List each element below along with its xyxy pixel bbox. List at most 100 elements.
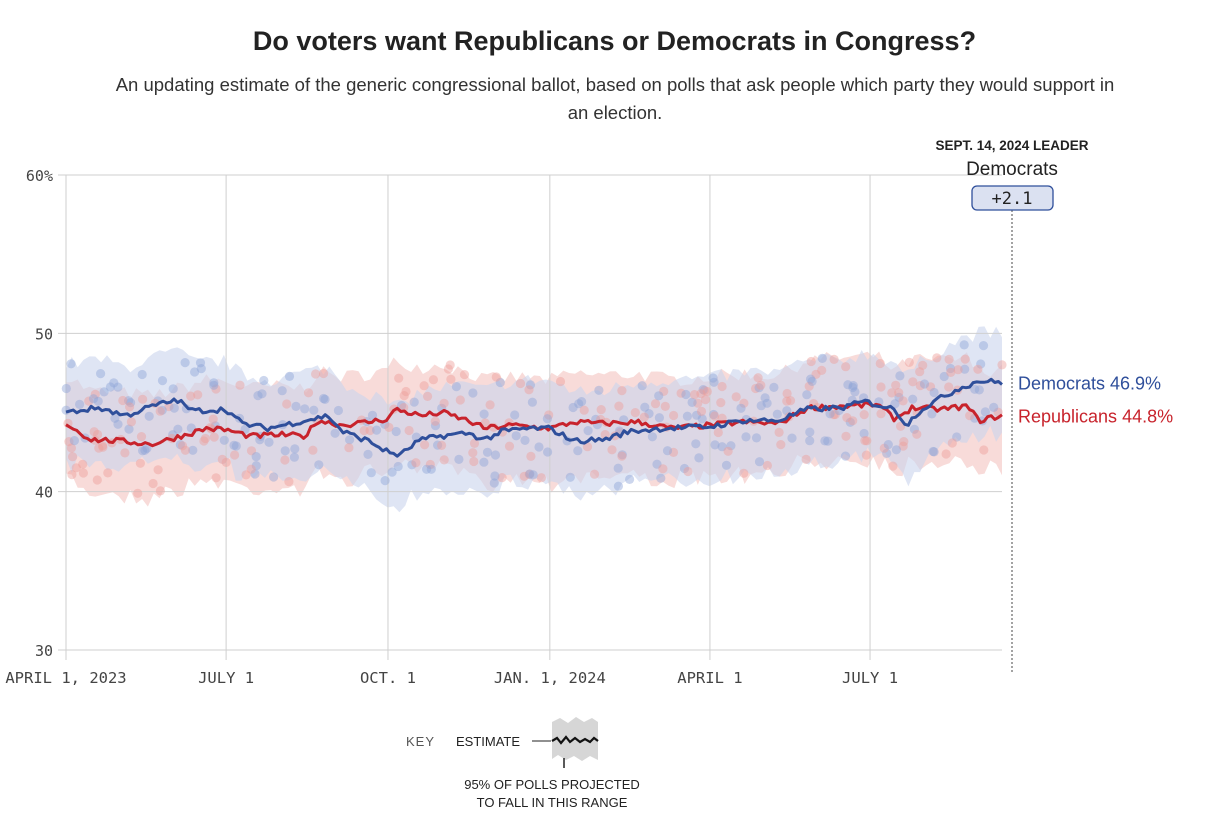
- poll-dot: [582, 442, 593, 452]
- poll-dot: [437, 440, 447, 450]
- poll-dot: [736, 403, 746, 413]
- poll-dot: [774, 427, 784, 437]
- poll-dot: [751, 433, 762, 443]
- poll-dot: [490, 450, 501, 460]
- poll-dot: [61, 383, 71, 394]
- poll-dot: [891, 380, 901, 390]
- poll-dot: [519, 471, 529, 481]
- confidence-bands: [66, 326, 1002, 513]
- poll-dot: [430, 421, 441, 431]
- poll-dot: [96, 369, 106, 379]
- poll-dot: [739, 398, 749, 408]
- poll-dot: [109, 378, 119, 388]
- poll-dot: [485, 400, 495, 410]
- poll-dot: [613, 463, 623, 473]
- leader-margin-badge: [971, 185, 1054, 211]
- poll-dot: [345, 435, 355, 445]
- poll-dot: [782, 396, 792, 406]
- poll-dot: [888, 461, 898, 471]
- poll-dot: [751, 383, 761, 394]
- poll-dot: [875, 358, 885, 369]
- poll-dot: [251, 461, 261, 471]
- poll-dot: [515, 378, 526, 389]
- poll-dot: [723, 446, 733, 456]
- poll-dot: [446, 374, 456, 384]
- poll-dot: [525, 469, 535, 479]
- poll-dot: [504, 441, 515, 451]
- poll-dot: [960, 354, 970, 364]
- poll-dot: [697, 414, 707, 424]
- poll-dot: [656, 473, 666, 483]
- poll-dot: [841, 362, 851, 372]
- poll-dot: [344, 443, 354, 453]
- poll-dot: [157, 405, 167, 415]
- poll-dot: [898, 441, 908, 451]
- poll-dot: [199, 436, 209, 446]
- poll-dot: [965, 411, 975, 421]
- poll-dot: [510, 410, 520, 420]
- poll-dot: [526, 451, 536, 461]
- poll-dot: [918, 360, 928, 370]
- poll-dot: [702, 386, 712, 397]
- poll-dot: [426, 464, 436, 474]
- poll-dot: [525, 380, 536, 390]
- poll-dot: [196, 364, 206, 374]
- poll-dot: [908, 377, 918, 387]
- poll-dot: [209, 378, 219, 388]
- poll-dot: [947, 438, 957, 448]
- poll-dot: [647, 432, 658, 442]
- poll-dot: [479, 457, 489, 467]
- poll-dot: [894, 388, 904, 398]
- poll-dot: [168, 384, 178, 394]
- poll-dot: [495, 377, 505, 388]
- poll-dot: [708, 373, 718, 383]
- poll-dot: [208, 414, 218, 424]
- y-axis-labels: 30 40 50 60%: [26, 167, 53, 660]
- poll-dot: [973, 364, 983, 374]
- poll-dot: [153, 465, 163, 475]
- poll-dot: [284, 371, 295, 381]
- poll-dot: [845, 417, 855, 427]
- poll-dot: [840, 451, 851, 461]
- poll-dot: [681, 389, 691, 400]
- poll-dot: [200, 433, 210, 444]
- poll-dot: [668, 447, 679, 457]
- poll-dot: [876, 409, 886, 419]
- poll-dot: [469, 456, 479, 467]
- poll-dot: [190, 367, 200, 377]
- poll-dot: [754, 383, 764, 393]
- poll-dot: [479, 409, 489, 419]
- poll-dot: [393, 461, 403, 472]
- poll-dot: [953, 365, 963, 375]
- poll-dot: [290, 444, 300, 454]
- poll-dot: [511, 431, 521, 441]
- poll-dot: [709, 409, 719, 420]
- poll-dot: [433, 440, 443, 450]
- poll-dot: [887, 388, 897, 398]
- poll-dot: [756, 401, 766, 411]
- poll-dot: [528, 470, 538, 480]
- poll-dot: [841, 431, 851, 441]
- poll-dot: [404, 425, 414, 436]
- x-tick-label: OCT. 1: [360, 669, 416, 687]
- poll-dot: [925, 382, 936, 392]
- poll-dot: [989, 402, 999, 412]
- poll-dot: [600, 430, 610, 440]
- poll-dot: [876, 382, 886, 392]
- poll-dot: [98, 442, 108, 452]
- poll-dot: [394, 373, 404, 383]
- poll-dot: [762, 460, 773, 471]
- poll-dot: [932, 353, 942, 363]
- poll-dot: [490, 471, 500, 481]
- poll-dot: [941, 449, 951, 459]
- poll-dot: [717, 442, 727, 452]
- poll-dot: [898, 396, 908, 406]
- poll-dot: [536, 473, 547, 483]
- poll-dot: [726, 441, 736, 451]
- x-tick-label: JAN. 1, 2024: [494, 669, 606, 687]
- poll-dot: [890, 399, 900, 409]
- poll-dot: [804, 381, 814, 391]
- poll-dot: [805, 427, 815, 437]
- poll-dot: [785, 396, 796, 406]
